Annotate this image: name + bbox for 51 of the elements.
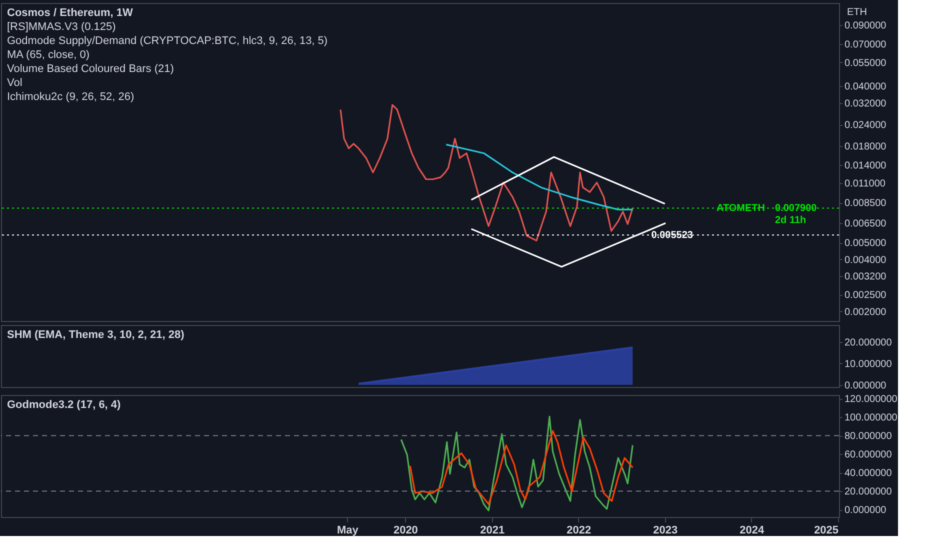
y-tick-label: 120.000000 — [844, 394, 898, 406]
y-tick-label: 80.000000 — [844, 431, 892, 442]
annotation: 2d 11h — [775, 215, 806, 226]
annotation: Vol — [7, 77, 22, 89]
y-tick-label: 0.055000 — [844, 58, 887, 69]
annotation: [RS]MMAS.V3 (0.125) — [7, 21, 116, 33]
annotation: Volume Based Coloured Bars (21) — [7, 63, 174, 75]
y-tick-label: 0.014000 — [844, 160, 887, 172]
annotation: 0.007900 — [775, 203, 818, 214]
y-tick-label: 0.008500 — [844, 198, 887, 210]
y-tick-label: 0.032000 — [844, 98, 887, 110]
line-series — [409, 430, 634, 505]
line-series — [445, 144, 634, 210]
ref-line-label: 0.005523 — [651, 230, 694, 242]
y-tick-label: 0.002000 — [844, 306, 887, 318]
y-tick-label: 0.011000 — [844, 178, 886, 190]
y-tick-label: 0.018000 — [844, 142, 887, 153]
ref-line-label: ATOMETH — [716, 203, 765, 214]
y-tick-label: 0.005000 — [844, 238, 887, 250]
y-tick-label: 40.000000 — [844, 468, 892, 480]
x-tick-label: May — [336, 524, 360, 536]
line-series — [400, 416, 634, 512]
x-tick-label: 2021 — [480, 524, 505, 536]
y-tick-label: 20.000000 — [844, 338, 892, 349]
annotation: Godmode Supply/Demand (CRYPTOCAP:BTC, hlc3, 9, 26, 13, 5) — [7, 35, 328, 47]
annotation: Ichimoku2c (9, 26, 52, 26) — [7, 91, 134, 103]
x-tick-label: 2022 — [566, 524, 592, 536]
x-tick-label: 2023 — [653, 524, 678, 536]
y-tick-label: 0.004000 — [844, 254, 887, 266]
chart-title: Cosmos / Ethereum, 1W — [7, 7, 134, 19]
y-tick-label: 20.000000 — [844, 486, 892, 498]
y-tick-label: 10.000000 — [844, 358, 892, 370]
y-tick-label: 0.040000 — [844, 82, 887, 93]
y-tick-label: 0.000000 — [844, 505, 887, 516]
y-tick-label: 0.090000 — [844, 20, 887, 32]
y-tick-label: 0.024000 — [844, 120, 887, 132]
x-tick-label: 2024 — [740, 524, 765, 536]
y-axis-title: ETH — [847, 7, 867, 18]
y-tick-label: 0.002500 — [844, 290, 887, 302]
y-tick-label: 0.070000 — [844, 40, 887, 51]
y-tick-label: 60.000000 — [844, 450, 892, 461]
x-tick-label: 2020 — [393, 524, 418, 536]
y-tick-label: 0.000000 — [844, 380, 887, 392]
annotation: MA (65, close, 0) — [7, 49, 90, 61]
line-series — [340, 104, 634, 242]
y-tick-label: 100.000000 — [844, 412, 898, 424]
chart-title: SHM (EMA, Theme 3, 10, 2, 21, 28) — [7, 329, 185, 341]
y-tick-label: 0.003200 — [844, 272, 887, 283]
x-tick-label: 2025 — [814, 524, 839, 536]
y-tick-label: 0.006500 — [844, 218, 887, 230]
chart-title: Godmode3.2 (17, 6, 4) — [7, 399, 122, 411]
